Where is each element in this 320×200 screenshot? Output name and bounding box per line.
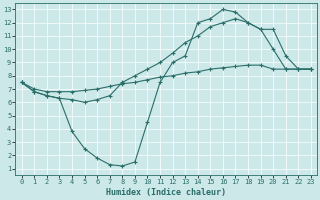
- X-axis label: Humidex (Indice chaleur): Humidex (Indice chaleur): [106, 188, 226, 197]
